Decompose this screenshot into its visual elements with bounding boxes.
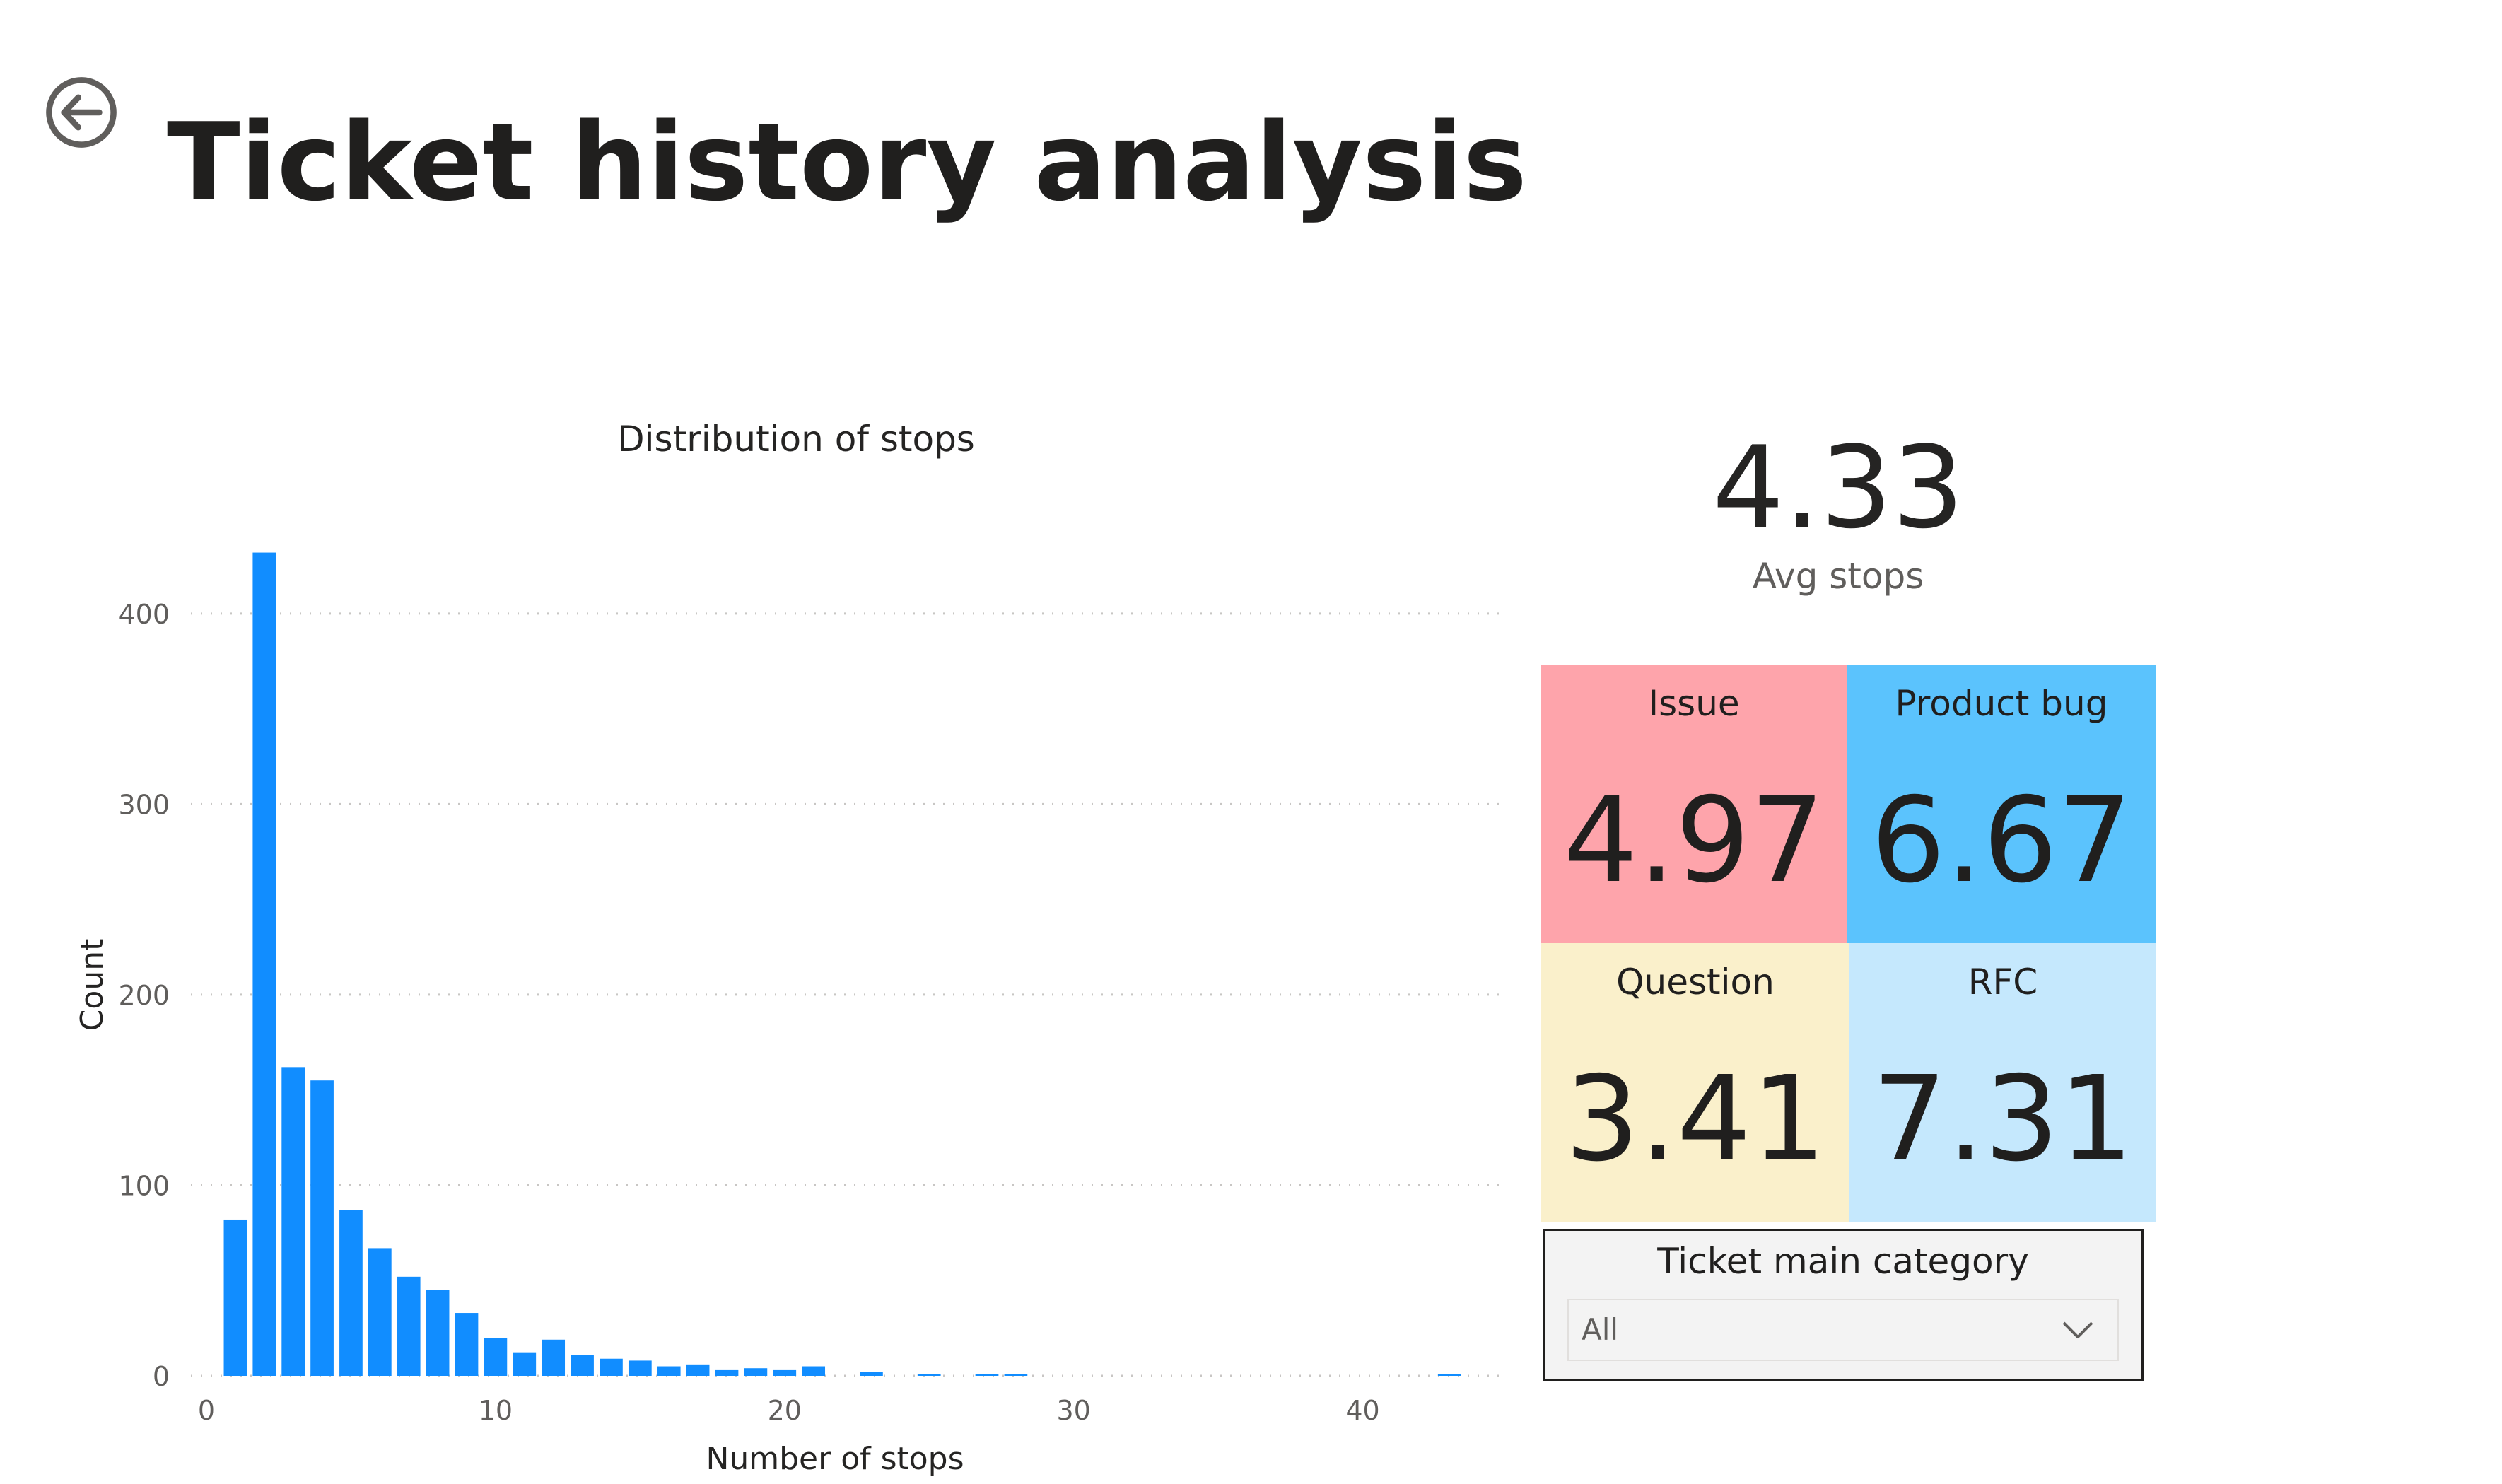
histogram-bar — [455, 1313, 479, 1376]
histogram-bar — [860, 1372, 883, 1376]
tile-value: 6.67 — [1871, 773, 2132, 909]
histogram-bar — [571, 1355, 594, 1376]
histogram-bar — [426, 1290, 450, 1376]
avg-stops-value: 4.33 — [1712, 421, 1965, 554]
tile-label: Issue — [1648, 683, 1740, 724]
histogram-bar — [917, 1374, 941, 1376]
histogram-bar — [744, 1368, 768, 1376]
tile-question: Question 3.41 — [1541, 943, 1849, 1222]
y-tick-label: 100 — [118, 1170, 170, 1201]
y-tick-label: 300 — [118, 789, 170, 820]
histogram-bar — [975, 1374, 999, 1376]
histogram-bar — [310, 1080, 334, 1376]
avg-stops-label: Avg stops — [1752, 556, 1924, 597]
x-tick-label: 30 — [1056, 1395, 1090, 1426]
tile-product-bug: Product bug 6.67 — [1847, 665, 2156, 943]
slicer-title: Ticket main category — [1657, 1241, 2029, 1282]
x-tick-label: 10 — [479, 1395, 513, 1426]
x-tick-label: 20 — [768, 1395, 802, 1426]
histogram-bar — [802, 1366, 826, 1376]
histogram-bar — [657, 1366, 681, 1376]
chevron-down-icon — [2061, 1317, 2095, 1343]
tile-value: 7.31 — [1872, 1051, 2134, 1188]
histogram-bar — [339, 1210, 363, 1376]
back-arrow-circle-icon — [46, 77, 117, 148]
histogram-bar — [1004, 1374, 1028, 1376]
histogram-bar — [281, 1067, 305, 1376]
histogram-bar — [628, 1360, 652, 1376]
histogram-bar — [715, 1369, 739, 1376]
tile-issue: Issue 4.97 — [1541, 665, 1847, 943]
tile-label: Question — [1616, 962, 1775, 1003]
x-axis-label: Number of stops — [706, 1441, 964, 1477]
back-button[interactable] — [44, 75, 119, 150]
dropdown-value: All — [1582, 1312, 1619, 1347]
chart-title: Distribution of stops — [617, 419, 975, 460]
y-tick-label: 200 — [118, 980, 170, 1011]
histogram-bar — [542, 1339, 566, 1376]
tile-value: 3.41 — [1565, 1051, 1826, 1188]
histogram-bar — [1437, 1374, 1461, 1376]
ticket-category-slicer: Ticket main category All — [1543, 1229, 2144, 1381]
y-axis-label: Count — [74, 939, 110, 1032]
histogram-bar — [513, 1352, 537, 1376]
page-title: Ticket history analysis — [167, 100, 1527, 225]
category-dropdown[interactable]: All — [1567, 1299, 2119, 1361]
histogram-bar — [600, 1358, 623, 1376]
histogram-bar — [686, 1364, 710, 1376]
y-tick-label: 400 — [118, 599, 170, 630]
stops-histogram: 0 100 200 300 400 0 10 20 30 40 Number of stops Cou… — [74, 552, 1507, 1477]
histogram-bar — [773, 1369, 797, 1376]
histogram-bar — [252, 552, 276, 1376]
x-tick-label: 40 — [1345, 1395, 1379, 1426]
histogram-bar — [368, 1248, 392, 1376]
histogram-bar — [484, 1338, 508, 1376]
y-tick-label: 0 — [153, 1361, 170, 1392]
tile-label: RFC — [1968, 962, 2038, 1003]
tile-rfc: RFC 7.31 — [1849, 943, 2156, 1222]
tile-value: 4.97 — [1563, 773, 1825, 909]
histogram-bar — [397, 1276, 421, 1376]
histogram-bar — [223, 1219, 247, 1376]
x-tick-label: 0 — [198, 1395, 215, 1426]
tile-label: Product bug — [1895, 683, 2108, 724]
